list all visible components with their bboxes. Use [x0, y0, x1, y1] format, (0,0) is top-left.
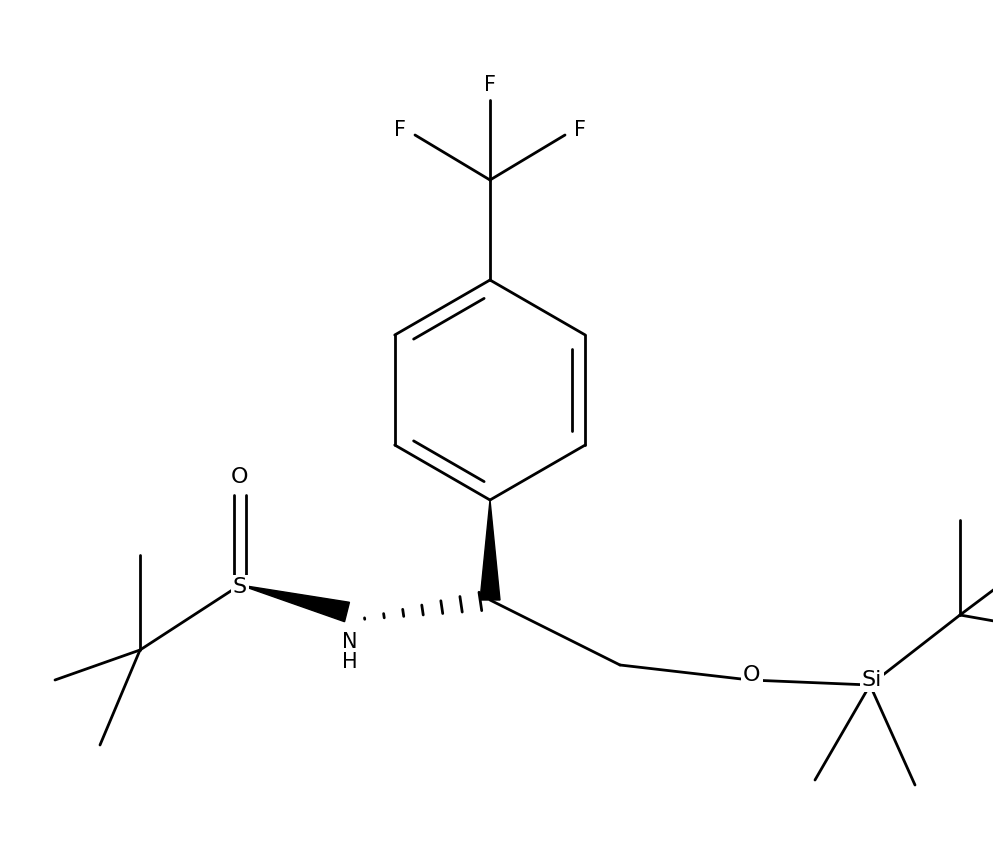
Text: S: S	[233, 577, 247, 597]
Text: F: F	[484, 75, 496, 95]
Polygon shape	[240, 585, 350, 622]
Text: F: F	[574, 120, 586, 140]
Text: Si: Si	[862, 670, 882, 690]
Text: O: O	[231, 467, 249, 487]
Text: O: O	[743, 665, 761, 685]
Polygon shape	[480, 500, 500, 600]
Text: F: F	[394, 120, 406, 140]
Text: H: H	[343, 652, 357, 672]
Text: N: N	[343, 632, 357, 652]
